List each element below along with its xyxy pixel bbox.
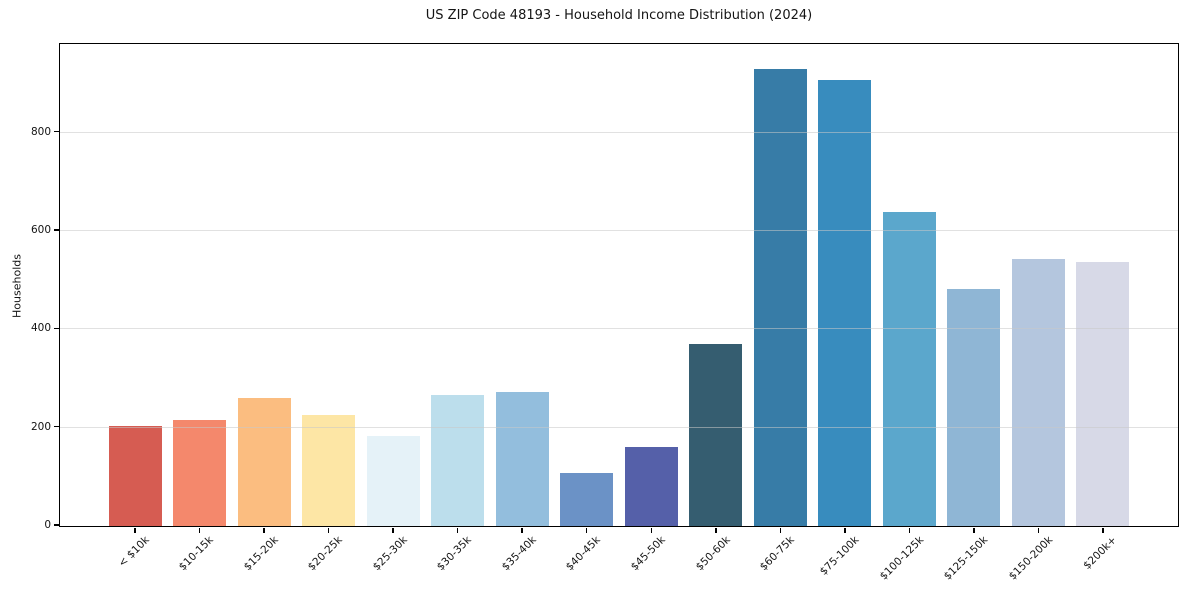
x-tick-label: $10-15k — [176, 534, 217, 574]
x-tick-mark — [263, 527, 265, 533]
x-tick-mark — [650, 527, 653, 533]
x-tick-mark — [392, 527, 394, 533]
plot-area: < $10k $10-15k $15-20k $20-25k $25-30k $30-35… — [31, 43, 1179, 583]
x-tick-label: $60-75k — [757, 534, 797, 574]
bar-$200k+ — [1076, 261, 1130, 526]
gridline — [60, 131, 1178, 133]
x-tick-mark — [198, 527, 201, 533]
gridline — [60, 229, 1178, 231]
y-axis-label: Households — [10, 254, 24, 318]
x-tick-label: $25-30k — [370, 534, 410, 574]
chart-title: US ZIP Code 48193 - Household Income Dis… — [425, 8, 813, 23]
bar-$30-35k — [431, 394, 485, 526]
x-tick-mark — [327, 527, 330, 533]
x-tick-label: $150-200k — [1006, 534, 1055, 583]
x-tick-mark — [973, 527, 975, 533]
bar-$60-75k — [753, 69, 807, 526]
bar-$100-125k — [882, 211, 936, 526]
bar-$75-100k — [818, 80, 872, 526]
x-tick-mark — [908, 527, 911, 533]
y-tick-label: 400 — [30, 322, 51, 335]
y-tick-mark — [53, 524, 59, 526]
x-tick-label: $20-25k — [306, 534, 346, 574]
x-tick-mark — [1102, 527, 1104, 533]
x-tick-mark — [844, 527, 846, 533]
x-tick-label: $15-20k — [241, 534, 281, 574]
x-tick-mark — [521, 527, 523, 533]
bar-$35-40k — [495, 391, 549, 526]
y-tick-mark — [53, 229, 59, 231]
x-tick-label: $100-125k — [877, 534, 926, 583]
x-tick-label: $125-150k — [941, 534, 991, 583]
x-tick-label: $75-100k — [817, 534, 862, 578]
bar-$40-45k — [560, 473, 614, 526]
x-tick-mark — [779, 527, 782, 533]
bar-< $10k — [108, 425, 162, 526]
x-tick-mark — [134, 527, 136, 533]
x-tick-label: $40-45k — [564, 534, 604, 574]
x-tick-mark — [456, 527, 459, 533]
x-tick-label: $45-50k — [628, 534, 668, 574]
bar-$150-200k — [1011, 258, 1065, 526]
x-tick-label: < $10k — [115, 534, 152, 570]
x-tick-label: $50-60k — [693, 534, 733, 574]
y-tick-label: 0 — [44, 519, 51, 531]
y-tick-mark — [53, 130, 59, 133]
y-tick-label: 200 — [30, 420, 51, 433]
bar-$50-60k — [689, 344, 743, 526]
x-tick-label: $35-40k — [499, 534, 539, 574]
x-tick-label: $200k+ — [1081, 534, 1120, 572]
x-tick-mark — [715, 527, 717, 533]
y-tick-label: 600 — [30, 223, 51, 236]
y-tick-label: 800 — [30, 125, 51, 138]
y-tick-mark — [53, 425, 59, 428]
y-tick-mark — [53, 327, 59, 330]
x-tick-mark — [585, 527, 588, 533]
gridline — [60, 426, 1178, 428]
bar-$20-25k — [302, 414, 356, 526]
x-tick-label: $30-35k — [435, 534, 475, 574]
bar-$125-150k — [947, 289, 1001, 526]
bar-$25-30k — [366, 435, 420, 526]
x-tick-mark — [1037, 527, 1040, 533]
bar-$45-50k — [624, 446, 678, 526]
bar-$15-20k — [237, 397, 291, 526]
gridline — [60, 328, 1178, 330]
bar-$10-15k — [173, 419, 227, 526]
